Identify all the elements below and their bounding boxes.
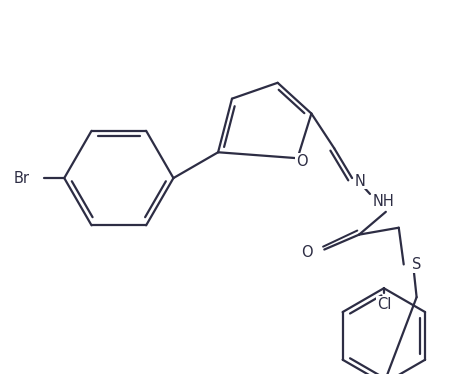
Text: O: O	[301, 245, 313, 260]
Text: NH: NH	[373, 194, 395, 209]
Text: N: N	[355, 174, 366, 189]
Text: Cl: Cl	[377, 297, 391, 312]
Text: O: O	[296, 154, 307, 169]
Text: Br: Br	[13, 171, 30, 186]
Text: S: S	[412, 257, 421, 272]
